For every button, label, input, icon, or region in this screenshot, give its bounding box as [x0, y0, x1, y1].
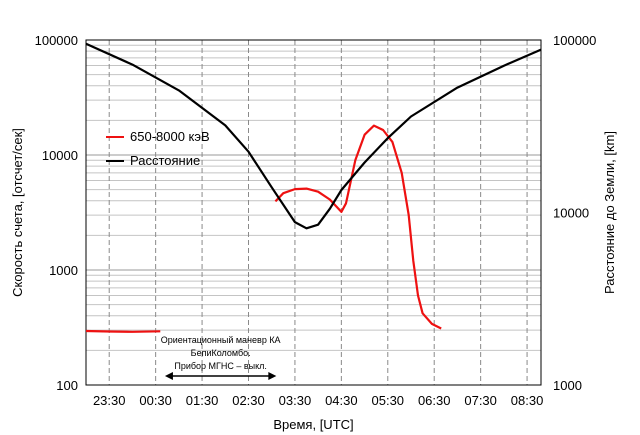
- x-tick-label: 23:30: [93, 393, 126, 408]
- x-tick-label: 01:30: [186, 393, 219, 408]
- y-left-tick-label: 100000: [35, 33, 78, 48]
- y-right-axis-label: Расстояние до Земли, [km]: [602, 131, 617, 294]
- y-right-tick-labels: 1000 10000 100000: [553, 33, 596, 393]
- x-tick-label: 07:30: [464, 393, 497, 408]
- annotation-arrowhead-right: [268, 372, 277, 380]
- legend: 650-8000 кэВ Расстояние: [106, 129, 210, 168]
- plot-frame: [85, 39, 542, 386]
- y-right-tick-label: 10000: [553, 206, 589, 221]
- x-axis-label: Время, [UTC]: [273, 417, 353, 432]
- annotation-arrowhead-left: [164, 372, 173, 380]
- grid: [86, 40, 541, 386]
- x-tick-label: 03:30: [279, 393, 312, 408]
- legend-label-distance: Расстояние: [130, 153, 200, 168]
- y-left-tick-labels: 100 1000 10000 100000: [35, 33, 78, 393]
- x-tick-label: 05:30: [372, 393, 405, 408]
- y-left-tick-label: 100: [56, 378, 78, 393]
- x-tick-label: 08:30: [511, 393, 544, 408]
- x-tick-labels: 23:30 00:30 01:30 02:30 03:30 04:30 05:30 06:30…: [93, 393, 543, 408]
- series-layer: [85, 42, 542, 333]
- x-tick-label: 04:30: [325, 393, 358, 408]
- y-left-axis-label: Скорость счета, [отсчет/сек]: [10, 128, 25, 297]
- y-right-tick-label: 100000: [553, 33, 596, 48]
- series-count-rate-segment-2: [274, 124, 442, 330]
- x-tick-label: 02:30: [232, 393, 265, 408]
- y-left-tick-label: 10000: [42, 148, 78, 163]
- series-count-rate-segment-1: [85, 329, 161, 333]
- series-distance-line: [85, 42, 542, 230]
- x-tick-label: 00:30: [139, 393, 172, 408]
- annotation-line-2: БепиКоломбо.: [191, 348, 251, 358]
- y-right-tick-label: 1000: [553, 378, 582, 393]
- legend-label-count-rate: 650-8000 кэВ: [130, 129, 210, 144]
- annotation-line-3: Прибор МГНС – выкл.: [174, 361, 267, 371]
- y-left-tick-label: 1000: [49, 263, 78, 278]
- x-tick-label: 06:30: [418, 393, 451, 408]
- annotation-line-1: Ориентационный маневр КА: [161, 335, 281, 345]
- annotation: Ориентационный маневр КА БепиКоломбо. Пр…: [161, 335, 281, 380]
